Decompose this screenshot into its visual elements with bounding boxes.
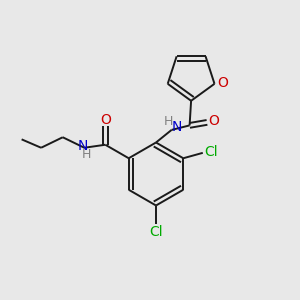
Text: N: N xyxy=(78,139,88,153)
Text: H: H xyxy=(82,148,91,161)
Text: Cl: Cl xyxy=(204,145,218,159)
Text: O: O xyxy=(208,114,219,128)
Text: O: O xyxy=(218,76,228,90)
Text: O: O xyxy=(100,112,111,127)
Text: H: H xyxy=(163,115,173,128)
Text: Cl: Cl xyxy=(149,225,163,238)
Text: N: N xyxy=(172,120,182,134)
